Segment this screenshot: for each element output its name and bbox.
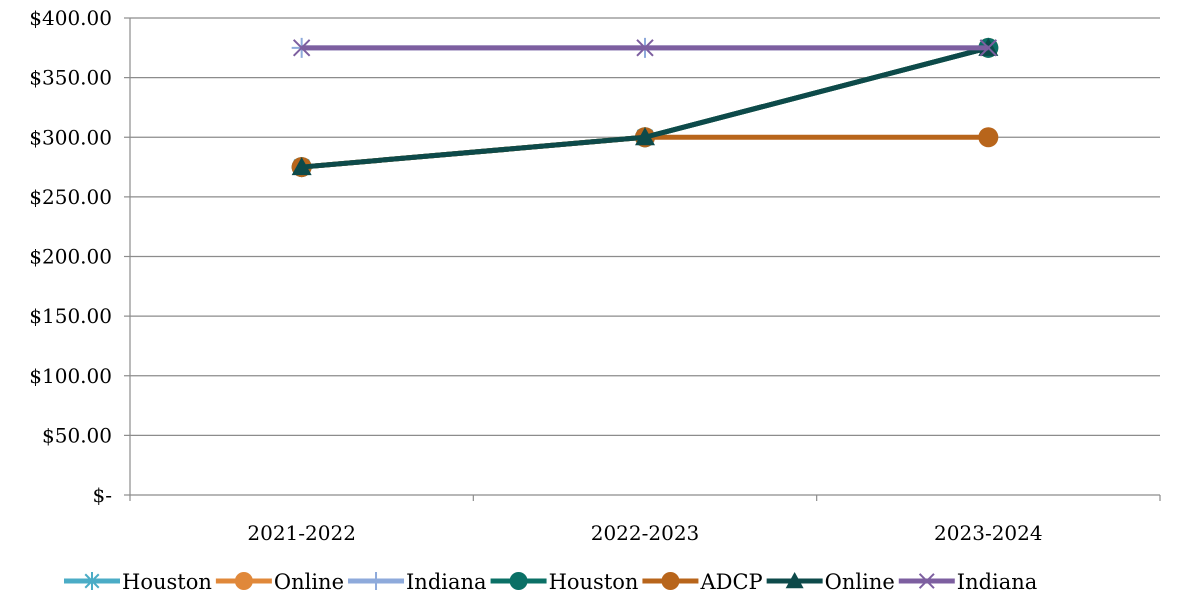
legend-marker — [84, 572, 100, 590]
data-point — [979, 39, 998, 57]
x-tick-label: 2022-2023 — [591, 521, 700, 545]
series-line — [301, 45, 989, 170]
plot-area — [291, 37, 999, 178]
legend-item: ADCP — [642, 570, 763, 594]
y-tick-label: $350.00 — [29, 66, 112, 90]
gridlines — [130, 17, 1160, 436]
legend: Houston Online Indiana Houston ADCP Online Ind… — [64, 570, 1037, 594]
legend-item: Online — [215, 570, 344, 594]
data-point — [291, 157, 312, 176]
series-online-1 — [291, 37, 999, 178]
axes: $- $50.00 $100.00 $150.00 $200.00 $250.00 $300… — [29, 6, 1161, 545]
legend-marker — [234, 572, 253, 590]
y-tick-label: $400.00 — [29, 6, 112, 30]
y-tick-label: $50.00 — [42, 423, 112, 447]
data-point — [292, 39, 311, 57]
legend-item: Indiana — [898, 570, 1038, 594]
legend-marker — [918, 573, 935, 589]
series-line — [301, 45, 989, 170]
legend-marker — [509, 572, 528, 590]
legend-item: Houston — [490, 570, 639, 594]
series-houston-3 — [291, 37, 999, 178]
legend-label: Online — [274, 570, 344, 594]
y-tick-label: $- — [93, 483, 112, 507]
series-online-5 — [291, 37, 999, 176]
data-point — [978, 127, 999, 148]
data-point — [636, 39, 654, 57]
legend-item: Online — [766, 570, 895, 594]
legend-marker — [367, 572, 386, 590]
y-tick-label: $150.00 — [29, 304, 112, 328]
series-line — [301, 45, 989, 170]
legend-label: Indiana — [406, 570, 487, 594]
x-tick-label: 2021-2022 — [247, 521, 356, 545]
legend-label: Houston — [549, 570, 639, 594]
legend-label: Online — [825, 570, 895, 594]
series-line — [301, 45, 989, 170]
series-indiana-6 — [292, 39, 998, 57]
data-point — [635, 127, 655, 146]
legend-item: Houston — [64, 570, 212, 594]
y-tick-label: $250.00 — [29, 185, 112, 209]
y-tick-label: $200.00 — [29, 245, 112, 269]
legend-marker — [661, 572, 680, 590]
y-tick-label: $100.00 — [29, 364, 112, 388]
legend-label: Houston — [122, 570, 212, 594]
y-tick-label: $300.00 — [29, 125, 112, 149]
legend-label: Indiana — [957, 570, 1038, 594]
x-tick-label: 2023-2024 — [934, 521, 1043, 545]
legend-label: ADCP — [699, 570, 762, 594]
legend-marker — [785, 572, 804, 589]
legend-item: Indiana — [348, 570, 487, 594]
